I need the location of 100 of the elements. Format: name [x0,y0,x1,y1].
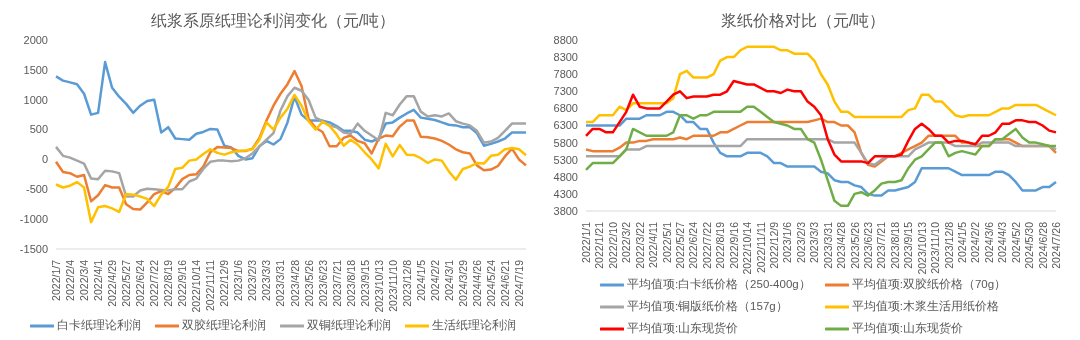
x-tick-label: 2024/6/21 [498,259,511,307]
y-tick-label: 5800 [553,136,578,149]
x-tick-label: 2024/2/2 [969,221,982,263]
legend-label: 平均值项:铜版纸价格（157g） [626,299,788,314]
line-series [584,79,1058,165]
x-tick-label: 2023/7/21 [330,259,343,307]
x-tick-label: 2022/4/1 [92,259,105,301]
x-tick-label: 2023/11/10 [929,221,942,274]
y-tick-label: -500 [25,183,48,196]
y-tick-label: -1500 [19,242,48,255]
x-tick-label: 2023/1/6 [781,221,794,263]
y-tick-label: 4300 [553,187,578,200]
x-tick-label: 2022/5/1 [660,221,673,263]
x-tick-label: 2023/12/8 [400,259,413,307]
x-tick-label: 2024/1/5 [956,221,968,263]
x-tick-label: 2022/1/7 [50,259,62,301]
x-tick-label: 2023/3/31 [821,221,834,269]
x-tick-label: 2024/7/19 [512,259,525,307]
x-tick-label: 2022/9/16 [176,259,189,307]
x-tick-label: 2024/2/2 [428,259,441,301]
legend-label: 平均值项:白卡纸价格（250-400g） [626,277,811,292]
x-tick-label: 2022/3/22 [633,221,646,269]
x-tick-label: 2023/8/18 [888,221,901,269]
x-tick-label: 2022/12/9 [768,221,780,269]
x-tick-label: 2024/5/2 [1009,221,1022,263]
y-tick-label: 1500 [23,63,48,76]
x-tick-label: 2023/8/18 [344,259,357,307]
x-tick-label: 2023/9/15 [902,221,915,269]
y-tick-label: 2000 [23,33,48,46]
y-tick-label: 6300 [553,119,578,132]
legend-label: 平均值项:双胶纸价格（70g） [851,277,1007,292]
line-series [584,110,1058,197]
line-series [584,105,1058,208]
x-tick-label: 2022/6/24 [134,259,147,307]
y-tick-label: 0 [41,153,48,166]
x-tick-label: 2022/4/11 [647,221,660,268]
x-tick-label: 2022/11/11 [204,259,217,311]
x-tick-label: 2023/10/13 [915,221,928,275]
y-tick-label: 8800 [553,33,578,46]
x-tick-label: 2024/4/3 [996,221,1009,263]
legend-label: 平均值项:山东现货价 [851,321,963,336]
legend-label: 生活纸理论利润 [432,318,516,333]
legend-label: 平均值项:山东现货价 [626,321,739,336]
x-tick-label: 2022/9/16 [727,221,740,269]
x-tick-label: 2022/8/19 [714,221,727,269]
x-tick-label: 2024/5/24 [484,259,497,307]
legend-label: 白卡纸理论利润 [57,318,141,333]
x-tick-label: 2024/3/29 [456,259,469,307]
y-tick-label: 3800 [553,204,578,217]
line-series [584,45,1058,124]
y-tick-label: 7800 [553,68,578,81]
x-tick-label: 2024/5/30 [1023,221,1036,269]
x-tick-label: 2022/2/10 [606,221,619,269]
x-tick-label: 2022/6/24 [687,221,700,269]
x-tick-label: 2023/2/3 [246,259,259,301]
x-tick-label: 2022/3/4 [78,259,91,301]
x-tick-label: 2022/1/1 [580,221,592,263]
legend-label: 平均值项:木浆生活用纸价格 [851,299,999,314]
x-tick-label: 2022/2/4 [64,259,77,301]
x-tick-label: 2023/11/10 [386,259,399,312]
x-tick-label: 2023/3/31 [274,259,287,307]
x-tick-label: 2023/10/13 [372,259,385,313]
x-tick-label: 2024/7/26 [1050,221,1062,269]
legend-label: 双胶纸理论利润 [182,318,266,333]
y-tick-label: 4800 [553,170,578,183]
y-tick-label: 8300 [553,51,578,64]
x-tick-label: 2022/1/21 [593,221,606,269]
x-tick-label: 2022/7/22 [148,259,161,307]
x-tick-label: 2022/10/14 [190,259,203,313]
chart-title: 纸浆系原纸理论利润变化（元/吨） [149,11,397,31]
x-tick-label: 2023/1/6 [232,259,245,301]
x-tick-label: 2022/4/29 [106,259,119,307]
line-series [54,60,528,161]
x-tick-label: 2023/2/3 [794,221,807,263]
x-tick-label: 2024/1/5 [414,259,427,301]
x-tick-label: 2022/12/9 [218,259,231,307]
x-tick-label: 2023/5/26 [848,221,861,269]
x-tick-label: 2023/6/23 [862,221,874,269]
chart-title: 浆纸价格对比（元/吨） [719,11,887,31]
x-tick-label: 2022/11/11 [754,221,767,273]
x-tick-label: 2023/3/3 [260,259,273,301]
x-tick-label: 2023/9/15 [358,259,371,307]
x-tick-label: 2024/6/28 [1036,221,1049,269]
y-tick-label: 5300 [553,153,578,166]
line-series [54,93,528,224]
x-tick-label: 2024/3/1 [442,259,455,301]
y-tick-label: 6800 [553,102,578,115]
x-tick-label: 2022/8/19 [162,259,175,307]
x-tick-label: 2024/4/26 [470,259,483,307]
y-tick-label: 500 [29,123,48,136]
x-tick-label: 2023/12/8 [942,221,955,269]
y-tick-label: 1000 [23,93,48,106]
x-tick-label: 2022/3/2 [620,221,633,263]
x-tick-label: 2022/5/27 [674,221,686,269]
x-tick-label: 2022/10/14 [741,221,754,275]
x-tick-label: 2023/7/21 [875,221,888,269]
legend-label: 双铜纸理论利润 [307,318,391,333]
x-tick-label: 2022/7/22 [700,221,713,269]
x-tick-label: 2023/6/23 [316,259,329,307]
x-tick-label: 2023/4/28 [835,221,848,269]
